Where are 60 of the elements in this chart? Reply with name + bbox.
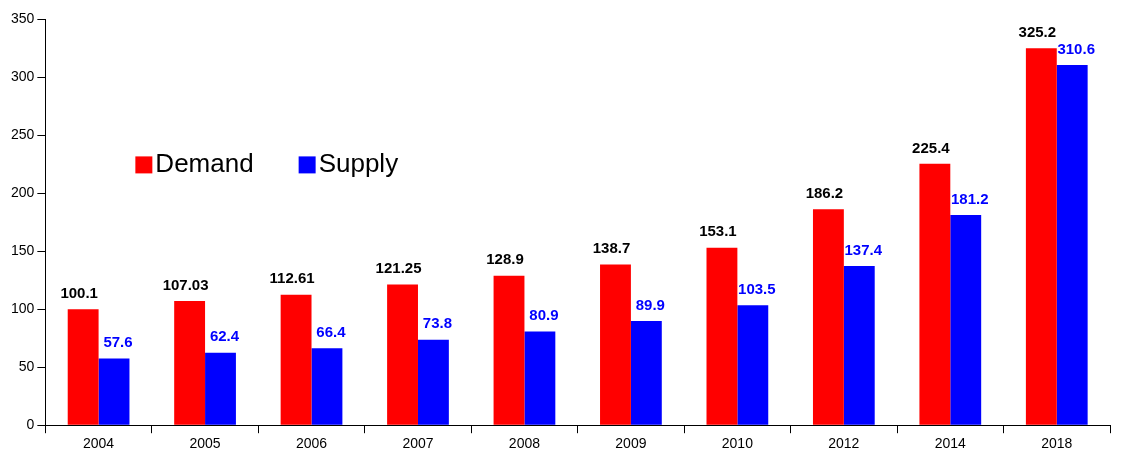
x-tick-label: 2009 [615, 435, 647, 452]
bar [493, 275, 525, 425]
bar [524, 331, 556, 425]
bar [1025, 48, 1057, 425]
y-tick-label: 150 [11, 242, 35, 259]
x-tick-label: 2010 [721, 435, 754, 452]
y-tick-label: 100 [11, 300, 35, 317]
y-tick-label: 200 [11, 184, 35, 201]
data-label: 310.6 [1057, 39, 1095, 57]
data-label: 325.2 [1018, 22, 1057, 40]
x-tick-label: 2006 [295, 435, 328, 452]
bar [387, 284, 418, 425]
data-label: 73.8 [422, 314, 453, 332]
data-label: 137.4 [844, 240, 883, 258]
data-label: 89.9 [635, 295, 665, 313]
x-tick-label: 2008 [508, 435, 541, 452]
x-tick-label: 2014 [934, 435, 967, 452]
bar [311, 348, 343, 425]
data-label: 153.1 [699, 222, 737, 240]
x-tick-label: 2012 [828, 435, 860, 452]
x-tick-label: 2018 [1041, 435, 1073, 452]
bar [205, 352, 236, 425]
x-tick-label: 2007 [402, 435, 434, 452]
data-label: 128.9 [486, 250, 524, 268]
data-label: 186.2 [805, 183, 844, 201]
data-label: 138.7 [592, 239, 631, 257]
bar [600, 264, 631, 425]
legend-label: Demand [155, 147, 254, 178]
bar [417, 339, 449, 425]
bar [174, 301, 206, 425]
data-label: 103.5 [738, 279, 776, 297]
bar [812, 209, 844, 425]
data-label: 121.25 [375, 259, 422, 277]
y-tick-label: 0 [26, 416, 35, 433]
bar [67, 309, 99, 425]
data-label: 66.4 [316, 322, 347, 340]
bar [1056, 65, 1088, 425]
y-tick-label: 300 [11, 68, 35, 85]
bar [706, 247, 738, 425]
bar [98, 358, 130, 425]
data-label: 181.2 [950, 189, 989, 207]
y-tick-label: 50 [18, 358, 35, 375]
legend-label: Supply [318, 147, 399, 178]
x-tick-label: 2004 [83, 435, 115, 452]
data-label: 100.1 [60, 283, 98, 301]
bar [843, 265, 875, 425]
bar [630, 320, 662, 425]
data-label: 107.03 [162, 275, 209, 293]
bar [280, 294, 312, 425]
bar [950, 215, 982, 425]
y-tick-label: 250 [11, 126, 35, 143]
bar [737, 305, 769, 425]
data-label: 225.4 [912, 138, 951, 156]
data-label: 62.4 [209, 327, 240, 345]
data-label: 57.6 [103, 333, 133, 351]
y-tick-label: 350 [11, 10, 35, 27]
data-label: 112.61 [269, 269, 315, 287]
data-label: 80.9 [529, 306, 559, 324]
x-tick-label: 2005 [189, 435, 221, 452]
bar [919, 163, 951, 425]
